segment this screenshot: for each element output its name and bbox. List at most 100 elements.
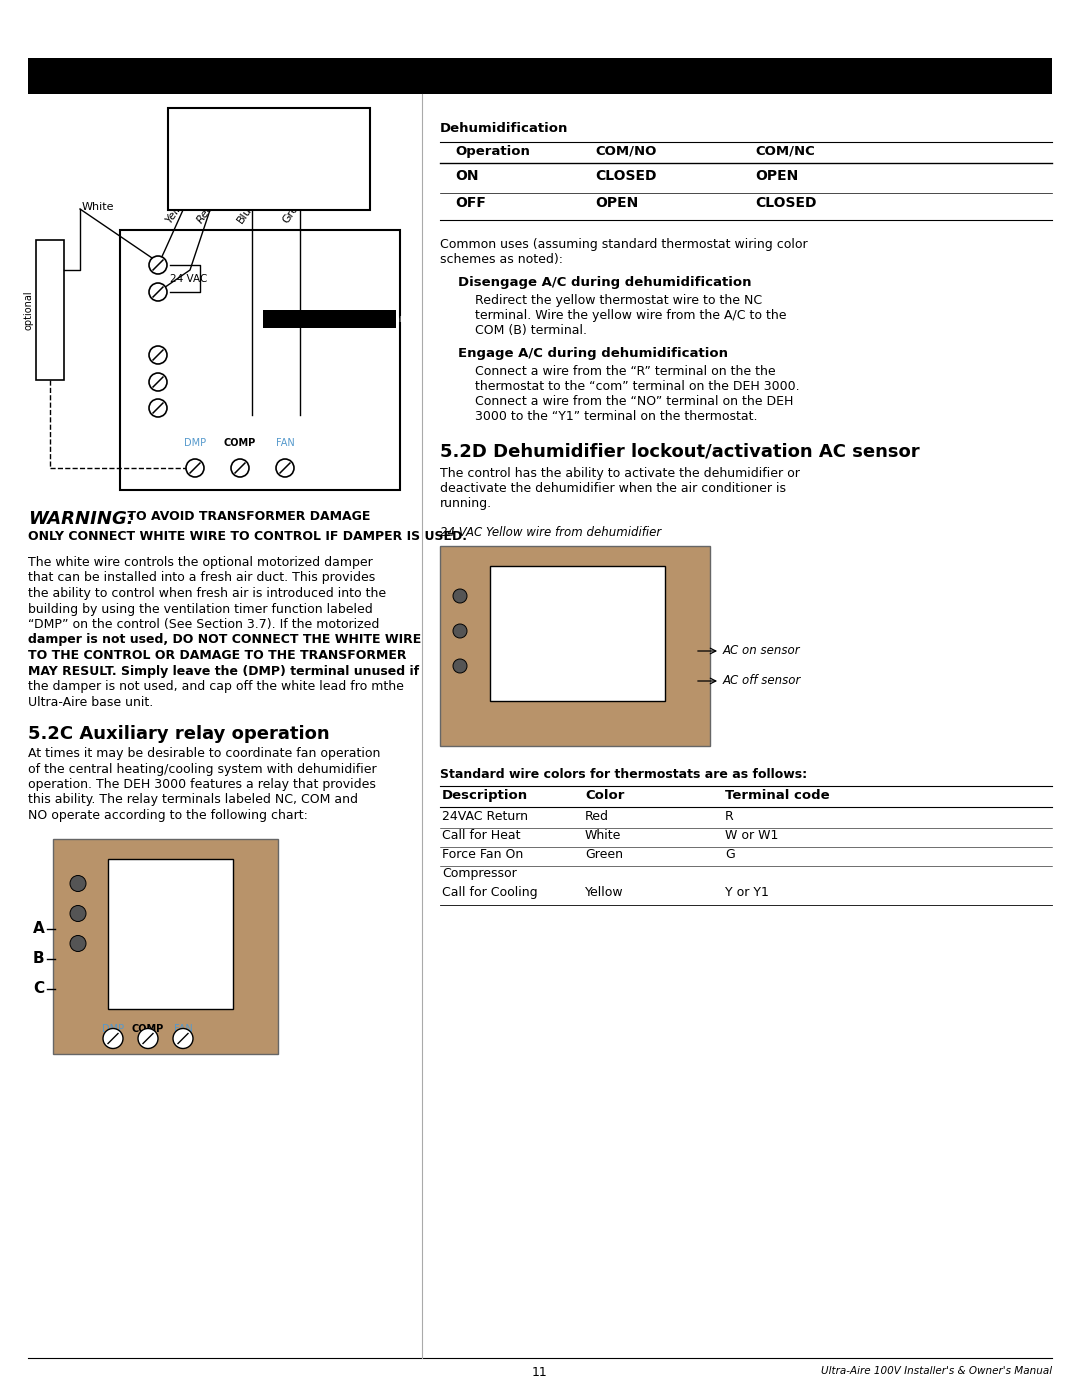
Text: COMP: COMP [224, 439, 256, 448]
Text: running.: running. [440, 497, 492, 510]
Text: Compressor: Compressor [442, 868, 516, 880]
Text: the ability to control when fresh air is introduced into the: the ability to control when fresh air is… [28, 587, 387, 599]
Text: 11: 11 [532, 1366, 548, 1379]
Text: The control has the ability to activate the dehumidifier or: The control has the ability to activate … [440, 467, 800, 481]
Text: Yellow: Yellow [164, 191, 192, 225]
Text: DMP: DMP [184, 439, 206, 448]
Circle shape [70, 876, 86, 891]
Text: CLOSED: CLOSED [595, 169, 657, 183]
Text: Call for Cooling: Call for Cooling [442, 886, 538, 900]
Text: Green: Green [281, 191, 309, 225]
Text: Ultra-Aire 100V Installer's & Owner's Manual: Ultra-Aire 100V Installer's & Owner's Ma… [821, 1366, 1052, 1376]
Text: COMP: COMP [132, 1024, 164, 1034]
Bar [36, 240, 64, 380]
Text: AC on sensor: AC on sensor [723, 644, 800, 658]
Text: OPEN: OPEN [755, 169, 798, 183]
Text: White: White [585, 828, 621, 842]
Text: damper is not used, DO NOT CONNECT THE WHITE WIRE: damper is not used, DO NOT CONNECT THE W… [28, 633, 421, 647]
Text: Call for Heat: Call for Heat [442, 828, 521, 842]
Text: FAN: FAN [174, 1024, 192, 1034]
Text: Connect a wire from the “NO” terminal on the DEH: Connect a wire from the “NO” terminal on… [475, 395, 794, 408]
Text: operation. The DEH 3000 features a relay that provides: operation. The DEH 3000 features a relay… [28, 778, 376, 791]
Circle shape [276, 460, 294, 476]
Text: Yellow: Yellow [585, 886, 623, 900]
Text: COM/NO: COM/NO [595, 145, 657, 158]
Text: COM/NC: COM/NC [755, 145, 814, 158]
Text: Force Fan On: Force Fan On [442, 848, 523, 861]
Text: DAMPER: DAMPER [45, 285, 55, 335]
Text: C: C [33, 981, 44, 996]
Text: A: A [33, 921, 44, 936]
Text: Color: Color [585, 789, 624, 802]
Circle shape [70, 936, 86, 951]
Bar [168, 108, 370, 210]
Text: MAY RESULT. Simply leave the (DMP) terminal unused if: MAY RESULT. Simply leave the (DMP) termi… [28, 665, 419, 678]
Text: TO AVOID TRANSFORMER DAMAGE: TO AVOID TRANSFORMER DAMAGE [123, 510, 370, 522]
Text: Blue: Blue [235, 198, 258, 225]
Text: Y or Y1: Y or Y1 [725, 886, 769, 900]
Circle shape [149, 284, 167, 300]
Circle shape [173, 1028, 193, 1049]
Text: 24VAC Return: 24VAC Return [442, 810, 528, 823]
Bar [28, 59, 1052, 94]
Circle shape [149, 373, 167, 391]
Text: Redirect the yellow thermostat wire to the NC: Redirect the yellow thermostat wire to t… [475, 293, 762, 307]
Circle shape [149, 400, 167, 416]
Text: FAN: FAN [275, 439, 295, 448]
Circle shape [186, 460, 204, 476]
Text: terminal. Wire the yellow wire from the A/C to the: terminal. Wire the yellow wire from the … [475, 309, 786, 321]
Text: FOR HVAC INSTALLER ONLY: FOR HVAC INSTALLER ONLY [42, 64, 404, 88]
Text: R: R [725, 810, 733, 823]
Text: thermostat to the “com” terminal on the DEH 3000.: thermostat to the “com” terminal on the … [475, 380, 799, 393]
Text: “DMP” on the control (See Section 3.7). If the motorized: “DMP” on the control (See Section 3.7). … [28, 617, 379, 631]
Text: 3000 to the “Y1” terminal on the thermostat.: 3000 to the “Y1” terminal on the thermos… [475, 409, 757, 423]
Bar [490, 566, 665, 701]
Text: Description: Description [442, 789, 528, 802]
Text: DMP: DMP [102, 1024, 124, 1034]
Text: WARNING:: WARNING: [28, 510, 134, 528]
Text: building by using the ventilation timer function labeled: building by using the ventilation timer … [28, 602, 373, 616]
Circle shape [453, 659, 467, 673]
Text: The white wire controls the optional motorized damper: The white wire controls the optional mot… [28, 556, 373, 569]
Text: Red: Red [585, 810, 609, 823]
Text: Red: Red [194, 201, 215, 225]
Text: Dehumidification: Dehumidification [440, 122, 568, 136]
Text: W or W1: W or W1 [725, 828, 779, 842]
Text: that can be installed into a fresh air duct. This provides: that can be installed into a fresh air d… [28, 571, 375, 584]
Bar [440, 546, 710, 746]
Text: OFF: OFF [455, 196, 486, 210]
Text: 5.2D Dehumidifier lockout/activation AC sensor: 5.2D Dehumidifier lockout/activation AC … [440, 443, 920, 461]
Text: G: G [725, 848, 734, 861]
Text: Common uses (assuming standard thermostat wiring color: Common uses (assuming standard thermosta… [440, 237, 808, 251]
Text: UA Base Unit: UA Base Unit [218, 152, 320, 166]
Text: Standard wire colors for thermostats are as follows:: Standard wire colors for thermostats are… [440, 768, 807, 781]
Text: of the central heating/cooling system with dehumidifier: of the central heating/cooling system wi… [28, 763, 377, 775]
Text: DEH 3000 Wiring Diagram: DEH 3000 Wiring Diagram [267, 314, 410, 324]
Bar [120, 231, 400, 490]
Text: Engage A/C during dehumidification: Engage A/C during dehumidification [458, 346, 728, 360]
Circle shape [149, 256, 167, 274]
Text: 24 VAC: 24 VAC [170, 274, 207, 284]
Text: schemes as noted):: schemes as noted): [440, 253, 563, 265]
Text: White: White [82, 203, 114, 212]
Text: Ultra-Aire base unit.: Ultra-Aire base unit. [28, 696, 153, 708]
Circle shape [453, 624, 467, 638]
Text: Terminal code: Terminal code [725, 789, 829, 802]
Circle shape [453, 590, 467, 604]
Text: ONLY CONNECT WHITE WIRE TO CONTROL IF DAMPER IS USED.: ONLY CONNECT WHITE WIRE TO CONTROL IF DA… [28, 529, 467, 543]
Text: NO operate according to the following chart:: NO operate according to the following ch… [28, 809, 308, 821]
Text: At times it may be desirable to coordinate fan operation: At times it may be desirable to coordina… [28, 747, 380, 760]
Text: optional: optional [24, 291, 33, 330]
Circle shape [70, 905, 86, 922]
Circle shape [149, 346, 167, 365]
Text: CLOSED: CLOSED [755, 196, 816, 210]
Text: OPEN: OPEN [595, 196, 638, 210]
Text: this ability. The relay terminals labeled NC, COM and: this ability. The relay terminals labele… [28, 793, 357, 806]
Text: AC off sensor: AC off sensor [723, 675, 801, 687]
Circle shape [138, 1028, 158, 1049]
Circle shape [103, 1028, 123, 1049]
Text: ON: ON [455, 169, 478, 183]
Bar [108, 859, 233, 1009]
Bar [53, 838, 278, 1053]
Text: B: B [33, 951, 44, 965]
